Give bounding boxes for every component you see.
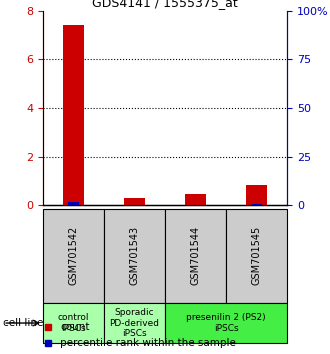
Text: Sporadic
PD-derived
iPSCs: Sporadic PD-derived iPSCs — [110, 308, 159, 338]
Bar — [68, 202, 79, 205]
Bar — [165, 303, 287, 343]
Bar — [104, 303, 165, 343]
Text: count: count — [60, 322, 89, 332]
Bar — [43, 209, 104, 303]
Bar — [185, 194, 206, 205]
Text: GSM701543: GSM701543 — [129, 226, 140, 285]
Bar — [104, 209, 165, 303]
Text: GSM701545: GSM701545 — [251, 226, 262, 285]
Bar — [124, 198, 145, 205]
Text: percentile rank within the sample: percentile rank within the sample — [60, 338, 236, 348]
Bar — [251, 204, 262, 205]
Bar — [226, 209, 287, 303]
Bar — [165, 209, 226, 303]
Text: GSM701544: GSM701544 — [190, 226, 201, 285]
Text: cell line: cell line — [3, 318, 44, 328]
Text: GSM701542: GSM701542 — [68, 226, 79, 285]
Text: control
IPSCs: control IPSCs — [58, 313, 89, 333]
Bar — [63, 25, 84, 205]
Text: presenilin 2 (PS2)
iPSCs: presenilin 2 (PS2) iPSCs — [186, 313, 266, 333]
Bar — [246, 185, 267, 205]
Bar — [43, 303, 104, 343]
Title: GDS4141 / 1555375_at: GDS4141 / 1555375_at — [92, 0, 238, 10]
